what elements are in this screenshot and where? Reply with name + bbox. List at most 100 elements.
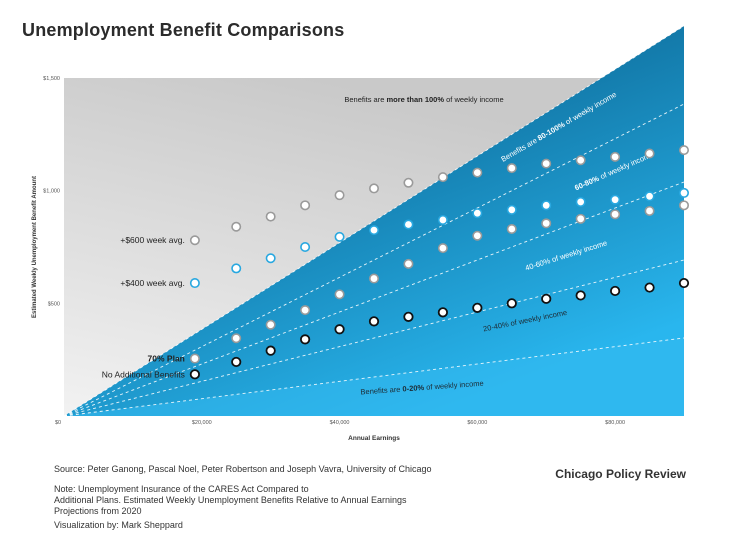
data-point xyxy=(403,177,414,188)
band-label-part: of weekly income xyxy=(424,379,484,392)
data-point xyxy=(403,258,414,269)
axes: $500 $1,000 $1,500 $0 $20,000 $40,000 $60,000 $… xyxy=(32,76,625,442)
x-tick-label: $0 xyxy=(55,420,61,426)
data-point xyxy=(189,278,200,289)
annotation-part: Benefits are xyxy=(344,95,386,104)
data-point xyxy=(300,305,311,316)
data-point xyxy=(265,211,276,222)
data-point xyxy=(610,285,621,297)
data-point xyxy=(403,219,414,230)
x-tick-label: $40,000 xyxy=(330,420,350,426)
series-labels: +$600 week avg. +$400 week avg. 70% Plan No… xyxy=(102,235,185,379)
band-boundary-line xyxy=(63,337,685,417)
note-line: Projections from 2020 xyxy=(54,506,142,516)
x-tick-label: $20,000 xyxy=(192,420,212,426)
band-label-part: Benefits are xyxy=(360,385,403,397)
data-point xyxy=(678,200,689,211)
data-point xyxy=(368,273,379,284)
annotation-part: of weekly income xyxy=(444,95,504,104)
y-tick-label: $500 xyxy=(48,301,60,307)
data-point xyxy=(575,213,586,224)
data-point xyxy=(334,231,345,242)
series-layer xyxy=(189,145,690,380)
data-point xyxy=(610,194,621,205)
data-point xyxy=(231,263,242,274)
data-point xyxy=(231,221,242,232)
data-point xyxy=(472,208,483,219)
x-axis-label: Annual Earnings xyxy=(348,435,400,442)
data-point xyxy=(368,316,380,327)
data-point xyxy=(334,289,345,300)
series-label: +$400 week avg. xyxy=(120,278,185,288)
band-boundary-line xyxy=(63,25,685,417)
data-point xyxy=(231,356,242,368)
data-point xyxy=(189,235,200,246)
note-line: Note: Unemployment Insurance of the CARE… xyxy=(54,484,309,494)
note-text: Note: Unemployment Insurance of the CARE… xyxy=(54,484,407,517)
data-point xyxy=(472,302,483,313)
data-point xyxy=(437,172,448,183)
data-point xyxy=(541,200,552,211)
top-annotation: Benefits are more than 100% of weekly in… xyxy=(344,95,503,104)
credit-text: Visualization by: Mark Sheppard xyxy=(54,520,183,530)
data-point xyxy=(300,334,311,345)
data-point xyxy=(472,167,483,178)
source-text: Source: Peter Ganong, Pascal Noel, Peter… xyxy=(54,464,432,474)
data-point xyxy=(644,282,655,293)
data-point xyxy=(189,353,200,364)
data-point xyxy=(644,148,655,159)
data-point xyxy=(189,369,200,380)
data-point xyxy=(265,345,276,356)
data-point xyxy=(610,209,621,220)
data-point xyxy=(437,243,448,254)
data-point xyxy=(575,155,586,166)
series-group xyxy=(189,200,689,364)
data-point xyxy=(437,214,448,225)
data-point xyxy=(265,253,276,264)
series-label: No Additional Benefits xyxy=(102,369,185,379)
data-point xyxy=(541,218,552,229)
chart: Benefits are 80-100% of weekly income60-… xyxy=(32,25,690,442)
data-point xyxy=(506,298,517,309)
data-point xyxy=(541,158,552,169)
data-point xyxy=(506,163,517,174)
data-point xyxy=(644,205,655,216)
benefit-bands: Benefits are 80-100% of weekly income60-… xyxy=(63,25,685,417)
data-point xyxy=(541,293,552,304)
data-point xyxy=(506,204,517,215)
data-point xyxy=(334,324,345,335)
data-point xyxy=(437,307,448,318)
data-point xyxy=(678,145,689,156)
series-label: 70% Plan xyxy=(148,354,185,364)
brand-logo-text: Chicago Policy Review xyxy=(555,467,686,481)
data-point xyxy=(300,200,311,211)
data-point xyxy=(610,151,621,162)
data-point xyxy=(575,196,586,207)
y-axis-label: Estimated Weekly Unemployment Benefit Am… xyxy=(32,176,38,318)
x-tick-label: $60,000 xyxy=(467,420,487,426)
data-point xyxy=(678,187,689,198)
data-point xyxy=(300,242,311,253)
y-tick-label: $1,500 xyxy=(43,76,60,82)
band-boundary-line xyxy=(63,259,685,417)
series-label: +$600 week avg. xyxy=(120,235,185,245)
data-point xyxy=(506,223,517,234)
data-point xyxy=(368,183,379,194)
series-group xyxy=(189,145,689,246)
band-label-part: 0-20% xyxy=(402,383,425,394)
note-line: Additional Plans. Estimated Weekly Unemp… xyxy=(54,495,407,505)
series-group xyxy=(189,187,689,289)
data-point xyxy=(265,319,276,330)
data-point xyxy=(678,277,690,289)
data-point xyxy=(334,190,345,201)
band-label: Benefits are 0-20% of weekly income xyxy=(360,379,484,397)
page-title: Unemployment Benefit Comparisons xyxy=(22,20,345,40)
data-point xyxy=(403,311,414,322)
data-point xyxy=(472,230,483,241)
data-point xyxy=(368,225,379,236)
annotation-part: more than 100% xyxy=(386,95,444,104)
y-tick-label: $1,000 xyxy=(43,189,60,195)
data-point xyxy=(231,333,242,344)
data-point xyxy=(644,191,655,202)
x-tick-label: $80,000 xyxy=(605,420,625,426)
